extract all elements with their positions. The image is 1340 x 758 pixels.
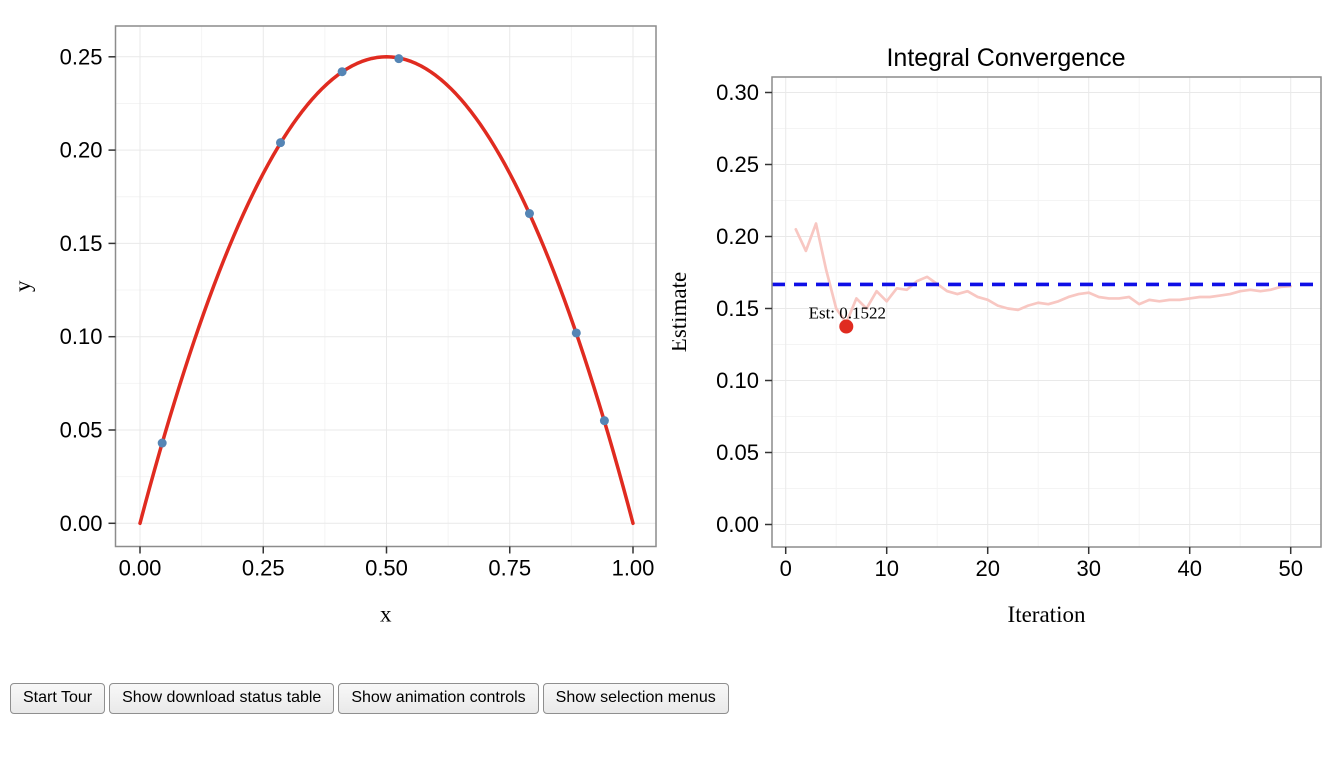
y-tick-label: 0.05 — [716, 440, 759, 465]
sample-point[interactable] — [571, 328, 581, 338]
y-tick-label: 0.10 — [716, 368, 759, 393]
y-tick-label: 0.15 — [716, 296, 759, 321]
y-tick-label: 0.20 — [60, 138, 103, 163]
x-tick-label: 0.25 — [242, 556, 285, 581]
y-tick-label: 0.25 — [716, 152, 759, 177]
x-tick-label: 40 — [1177, 556, 1201, 581]
y-tick-label: 0.00 — [716, 512, 759, 537]
x-tick-label: 20 — [975, 556, 999, 581]
y-axis-title: y — [10, 280, 35, 292]
sample-point[interactable] — [524, 209, 534, 219]
sample-point[interactable] — [276, 138, 286, 148]
show-animation-controls-button[interactable]: Show animation controls — [338, 683, 539, 714]
x-tick-label: 0.50 — [365, 556, 408, 581]
x-tick-label: 0 — [780, 556, 792, 581]
x-tick-label: 0.00 — [119, 556, 162, 581]
panel-background — [115, 26, 656, 547]
x-tick-label: 30 — [1076, 556, 1100, 581]
sample-point[interactable] — [394, 54, 404, 64]
estimate-annotation: Est: 0.1522 — [809, 304, 886, 323]
y-tick-label: 0.15 — [60, 231, 103, 256]
x-tick-label: 1.00 — [612, 556, 655, 581]
y-tick-label: 0.05 — [60, 418, 103, 443]
integral-convergence-plot[interactable]: Est: 0.1522 0 10 20 30 40 50 0.00 0.05 0.10 0.15 0.… — [672, 0, 1340, 655]
y-tick-label: 0.00 — [60, 511, 103, 536]
x-tick-label: 10 — [874, 556, 898, 581]
y-axis-title: Estimate — [672, 272, 691, 352]
x-tick-label: 0.75 — [488, 556, 531, 581]
sample-point[interactable] — [599, 416, 609, 426]
y-tick-label: 0.25 — [60, 44, 103, 69]
y-tick-label: 0.30 — [716, 80, 759, 105]
start-tour-button[interactable]: Start Tour — [10, 683, 106, 714]
show-selection-menus-button[interactable]: Show selection menus — [542, 683, 729, 714]
sample-point[interactable] — [157, 438, 167, 448]
y-tick-label: 0.20 — [716, 224, 759, 249]
toolbar: Start Tour Show download status table Sh… — [10, 683, 729, 714]
panel-background — [772, 77, 1321, 547]
estimate-line — [794, 222, 1293, 325]
function-scatter-plot[interactable]: 0.00 0.25 0.50 0.75 1.00 0.00 0.05 0.10 0.15 0.20… — [0, 0, 668, 655]
show-download-status-button[interactable]: Show download status table — [109, 683, 335, 714]
x-tick-label: 50 — [1278, 556, 1302, 581]
sample-point[interactable] — [337, 67, 347, 77]
panel-border — [771, 76, 1322, 548]
function-curve — [138, 55, 635, 526]
y-tick-label: 0.10 — [60, 324, 103, 349]
x-axis-title: x — [380, 602, 392, 627]
plot-title: Integral Convergence — [886, 44, 1125, 72]
current-estimate-dot[interactable] — [839, 319, 854, 334]
x-axis-title: Iteration — [1008, 602, 1086, 627]
